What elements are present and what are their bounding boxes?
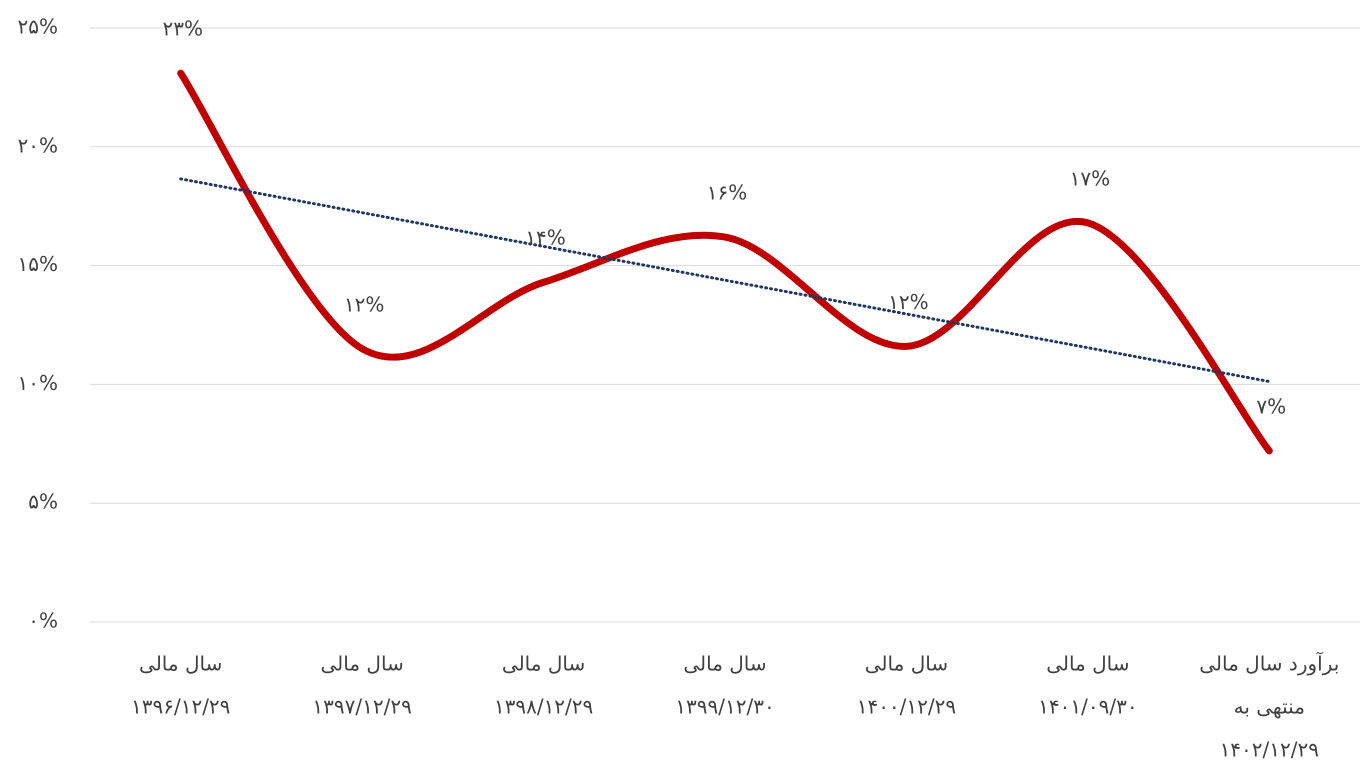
y-tick-label: ۵% [28,490,58,514]
data-label: ۷% [1256,394,1286,418]
x-tick-label: ۱۴۰۱/۰۹/۳۰ [1038,695,1137,719]
x-tick-label: سال مالی [683,652,766,676]
x-tick-label: سال مالی [502,652,585,676]
trendline [179,177,1271,384]
y-tick-label: ۲۰% [18,133,59,157]
y-tick-label: ۱۵% [18,252,59,276]
x-tick-label: ۱۴۰۲/۱۲/۲۹ [1220,738,1319,762]
x-tick-label: برآورد سال مالی [1199,651,1339,676]
data-label: ۱۷% [1070,166,1111,190]
x-tick-label: سال مالی [1046,652,1129,676]
data-label: ۱۲% [344,292,385,316]
x-tick-label: ۱۴۰۰/۱۲/۲۹ [857,695,956,719]
data-label: ۲۳% [162,17,203,41]
y-tick-label: ۰% [28,609,58,633]
data-label: ۱۴% [525,226,566,250]
x-tick-label: ۱۳۹۷/۱۲/۲۹ [312,695,411,719]
x-tick-label: سال مالی [139,652,222,676]
x-tick-label: ۱۳۹۶/۱۲/۲۹ [131,695,230,719]
x-tick-label: ۱۳۹۸/۱۲/۲۹ [494,695,593,719]
x-tick-label: سال مالی [320,652,403,676]
y-tick-label: ۱۰% [18,371,59,395]
data-label: ۱۶% [707,181,748,205]
y-tick-label: ۲۵% [18,15,59,39]
data-label: ۱۲% [888,290,929,314]
x-tick-label: سال مالی [865,652,948,676]
line [177,69,1273,455]
x-tick-label: منتهی به [1234,695,1305,719]
x-tick-label: ۱۳۹۹/۱۲/۳۰ [675,695,774,719]
